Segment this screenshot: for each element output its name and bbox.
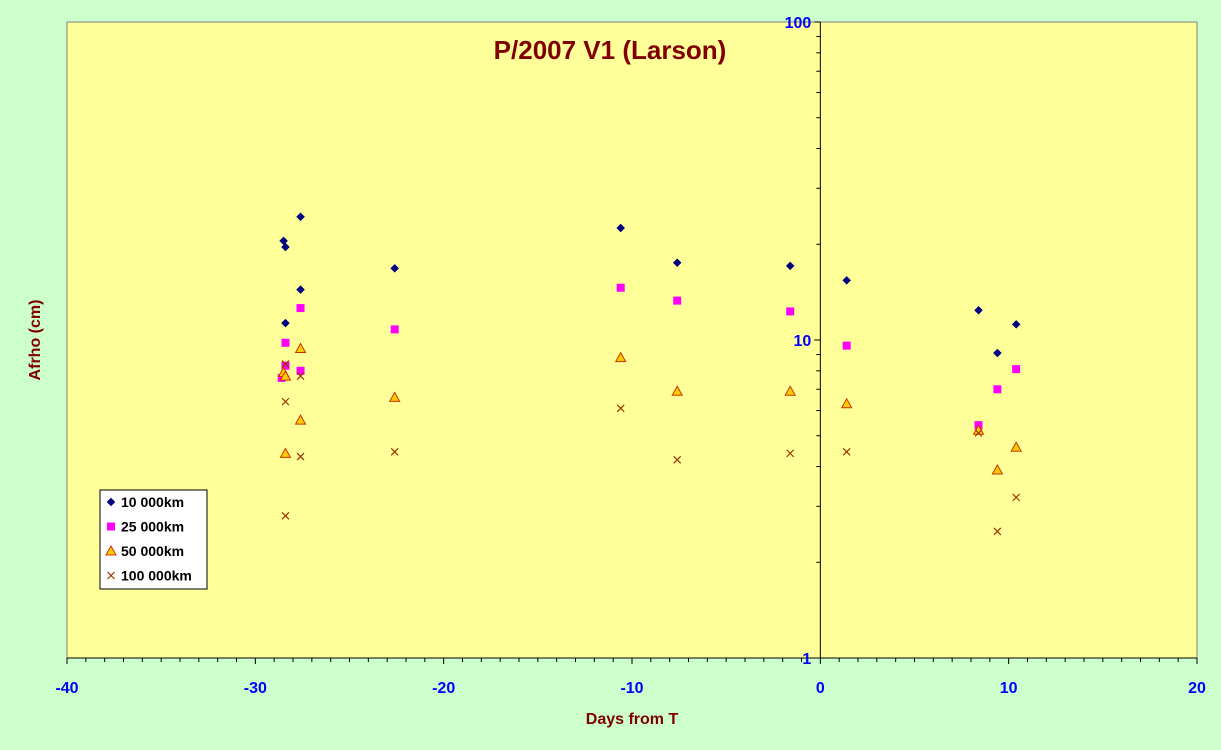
- x-axis-title: Days from T: [586, 711, 679, 728]
- data-point: [993, 527, 1002, 536]
- data-point: [296, 285, 305, 294]
- data-point: [842, 276, 852, 285]
- legend-item: 10 000km: [106, 494, 184, 510]
- data-point: [1010, 441, 1023, 452]
- data-point: [786, 307, 795, 316]
- legend-box: [99, 489, 208, 590]
- x-tick-label: -10: [620, 680, 643, 697]
- data-point: [1012, 493, 1021, 502]
- legend-label: 50 000km: [121, 543, 184, 559]
- legend-marker: [107, 522, 115, 531]
- data-point: [842, 447, 851, 456]
- data-point: [281, 511, 290, 520]
- data-point: [281, 242, 290, 252]
- data-point: [786, 449, 795, 458]
- y-axis-title: Afrho (cm): [27, 300, 44, 381]
- legend-label: 100 000km: [121, 568, 192, 584]
- data-point: [840, 397, 853, 409]
- legend-marker: [105, 544, 117, 556]
- data-point: [281, 318, 290, 328]
- x-tick-label: 20: [1188, 680, 1206, 697]
- data-point: [281, 361, 290, 370]
- data-point: [296, 304, 305, 313]
- series-1: [279, 212, 1021, 358]
- data-point: [673, 455, 682, 464]
- data-point: [390, 325, 399, 334]
- x-tick-labels: -40 -30 -20 -10 0 10 20: [55, 680, 1206, 697]
- data-point: [672, 258, 682, 268]
- legend: 10 000km 25 000km 50 000km 100 000km: [99, 489, 208, 590]
- data-point: [281, 397, 290, 406]
- y-tick-labels: 1 10 100: [785, 15, 812, 668]
- data-points: [277, 212, 1023, 536]
- legend-marker: [107, 571, 115, 580]
- data-point: [294, 342, 307, 354]
- data-point: [974, 429, 983, 437]
- data-point: [991, 464, 1004, 475]
- series-3: [277, 342, 1023, 475]
- data-point: [279, 370, 292, 381]
- data-point: [1011, 319, 1021, 329]
- x-tick-label: 10: [1000, 680, 1018, 697]
- data-point: [279, 447, 292, 458]
- chart-title: P/2007 V1 (Larson): [494, 35, 727, 65]
- data-point: [390, 447, 399, 456]
- legend-marker: [106, 497, 116, 507]
- legend-item: 25 000km: [107, 519, 184, 535]
- data-point: [614, 351, 627, 363]
- data-point: [784, 385, 797, 396]
- axes: [66, 21, 1198, 664]
- data-point: [616, 404, 625, 413]
- data-point: [294, 414, 307, 425]
- data-point: [993, 348, 1002, 358]
- data-point: [296, 372, 305, 381]
- y-tick-label: 100: [785, 15, 812, 32]
- y-tick-label: 1: [802, 651, 811, 668]
- plot-area: [66, 21, 1198, 659]
- data-point: [390, 263, 400, 273]
- data-point: [296, 452, 305, 461]
- data-point: [673, 296, 682, 305]
- data-point: [993, 385, 1002, 394]
- legend-label: 10 000km: [121, 494, 184, 510]
- data-point: [296, 212, 305, 222]
- data-point: [1012, 365, 1021, 374]
- legend-label: 25 000km: [121, 519, 184, 535]
- data-point: [842, 341, 851, 350]
- x-tick-label: -20: [432, 680, 455, 697]
- data-point: [281, 360, 290, 369]
- data-point: [616, 283, 625, 292]
- data-point: [296, 366, 305, 375]
- y-tick-label: 10: [794, 333, 812, 350]
- x-tick-label: -40: [55, 680, 78, 697]
- legend-item: 50 000km: [105, 543, 184, 559]
- data-point: [281, 338, 290, 347]
- data-point: [974, 305, 983, 315]
- data-point: [388, 391, 401, 402]
- series-4: [281, 360, 1021, 536]
- data-point: [785, 261, 795, 271]
- data-point: [616, 223, 626, 233]
- x-tick-label: -30: [244, 680, 267, 697]
- legend-item: 100 000km: [107, 568, 192, 584]
- data-point: [671, 385, 684, 396]
- x-tick-label: 0: [816, 680, 825, 697]
